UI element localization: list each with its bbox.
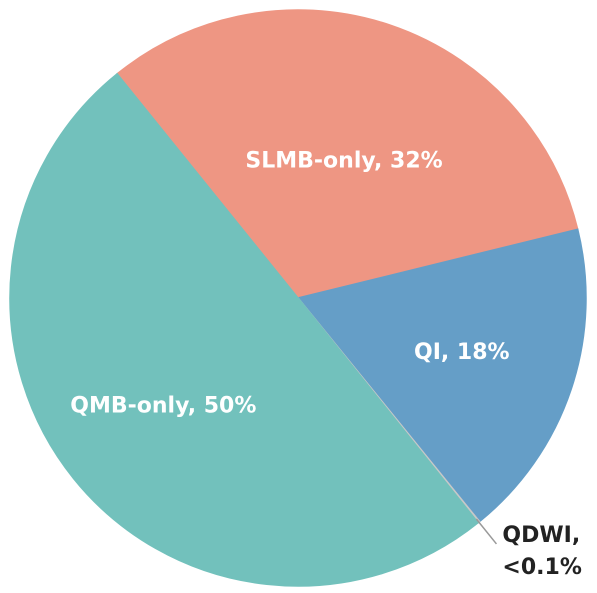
label-line: <0.1% bbox=[502, 555, 581, 580]
label-line: QMB-only, 50% bbox=[70, 393, 256, 418]
label-line: SLMB-only, 32% bbox=[245, 149, 442, 174]
leader-line bbox=[475, 518, 498, 545]
label-line: QI, 18% bbox=[414, 340, 510, 365]
slice-label: QMB-only, 50% bbox=[70, 393, 256, 418]
label-line: QDWI, bbox=[502, 523, 580, 548]
slice-label: QDWI, <0.1% bbox=[502, 523, 581, 580]
pie-slice bbox=[116, 9, 579, 299]
slice-label: QI, 18% bbox=[414, 340, 510, 365]
pie-slice bbox=[296, 228, 587, 523]
slice-label: SLMB-only, 32% bbox=[245, 149, 442, 174]
pie-slice bbox=[9, 72, 480, 587]
